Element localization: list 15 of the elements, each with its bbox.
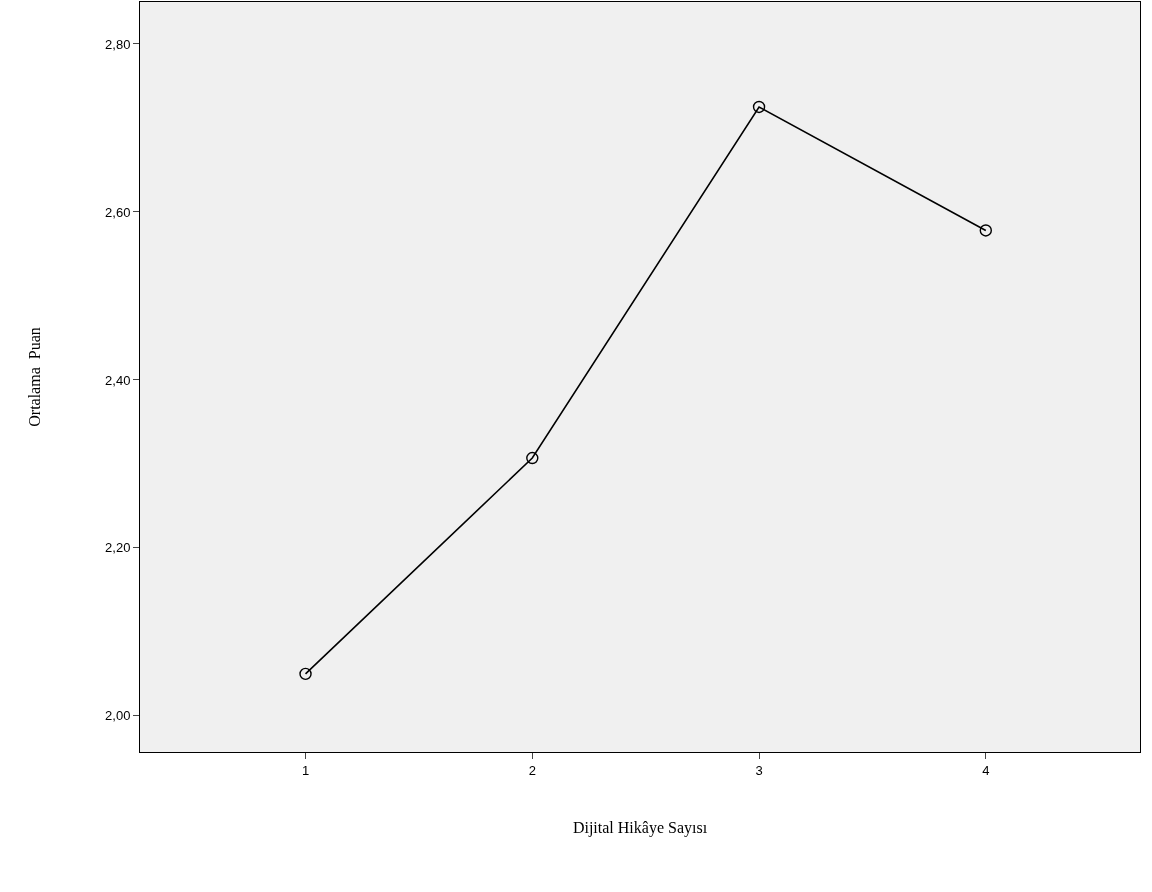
x-axis-title: Dijital Hikâye Sayısı <box>572 819 708 838</box>
x-tick-label: 4 <box>982 762 990 778</box>
y-axis-title: Ortalama Puan <box>25 327 43 427</box>
y-tick-label: 2,20 <box>105 540 131 556</box>
x-tick-label: 1 <box>301 762 310 778</box>
point <box>526 451 539 465</box>
x-tick-label: 2 <box>528 762 536 778</box>
point <box>979 224 992 237</box>
point <box>299 667 312 681</box>
y-tick-label: 2,00 <box>105 708 131 724</box>
x-tick-label: 3 <box>755 762 763 778</box>
y-tick-label: 2,80 <box>105 36 131 52</box>
point <box>752 100 766 114</box>
y-tick-label: 2,60 <box>105 204 131 220</box>
y-tick-label: 2,40 <box>105 372 131 388</box>
